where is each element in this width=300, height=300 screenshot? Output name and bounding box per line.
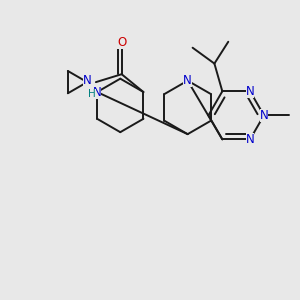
Text: N: N	[93, 85, 101, 98]
Text: N: N	[83, 74, 92, 87]
Text: O: O	[117, 36, 126, 49]
Text: N: N	[246, 85, 254, 98]
Text: N: N	[183, 74, 192, 87]
Text: N: N	[246, 133, 254, 146]
Text: N: N	[246, 133, 254, 146]
Text: H: H	[88, 89, 96, 99]
Text: N: N	[260, 109, 268, 122]
